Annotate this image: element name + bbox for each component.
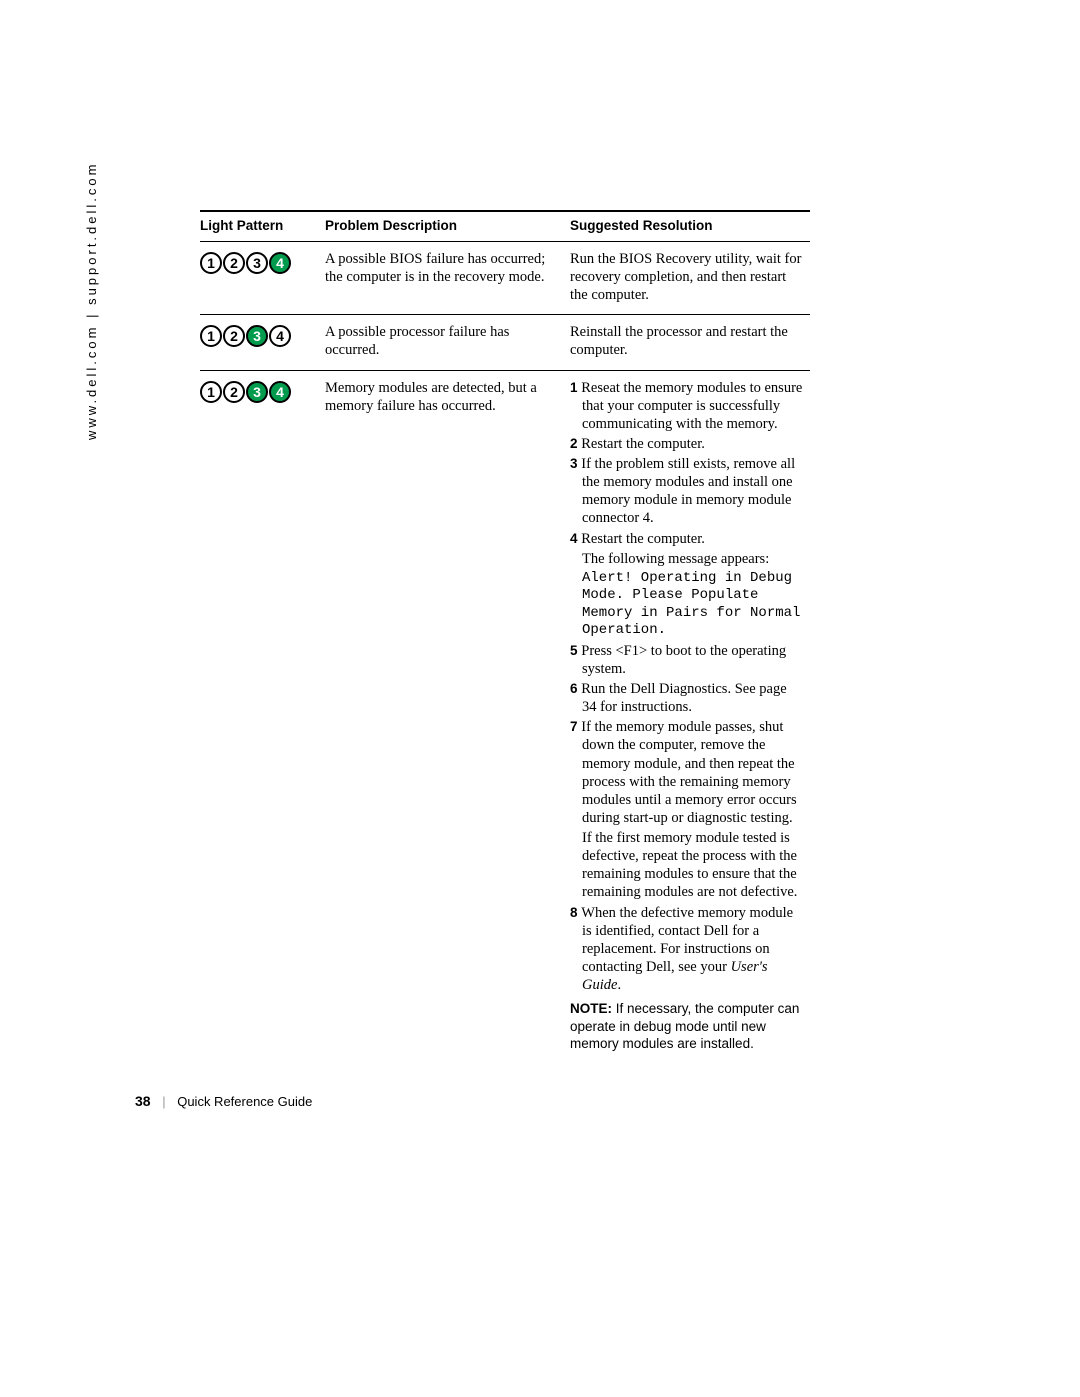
- alert-message-text: Alert! Operating in Debug Mode. Please P…: [570, 570, 804, 640]
- problem-description-cell: A possible BIOS failure has occurred; th…: [325, 241, 570, 314]
- diagnostic-light-icon: 3: [246, 325, 268, 347]
- resolution-step: 1 Reseat the memory modules to ensure th…: [570, 379, 804, 433]
- header-problem-description: Problem Description: [325, 211, 570, 241]
- problem-description-cell: A possible processor failure has occurre…: [325, 315, 570, 370]
- diagnostic-light-icon: 1: [200, 252, 222, 274]
- diagnostic-light-icon: 3: [246, 252, 268, 274]
- diagnostic-light-icon: 2: [223, 381, 245, 403]
- table-row: 1234 Memory modules are detected, but a …: [200, 370, 810, 1063]
- page-content: Light Pattern Problem Description Sugges…: [200, 210, 810, 1063]
- table-row: 1234 A possible processor failure has oc…: [200, 315, 810, 370]
- footer-separator-icon: |: [162, 1094, 165, 1109]
- side-url-text: www.dell.com | support.dell.com: [84, 162, 99, 440]
- table-header-row: Light Pattern Problem Description Sugges…: [200, 211, 810, 241]
- resolution-step: 7 If the memory module passes, shut down…: [570, 718, 804, 827]
- suggested-resolution-cell: Run the BIOS Recovery utility, wait for …: [570, 241, 810, 314]
- diagnostic-light-icon: 3: [246, 381, 268, 403]
- light-pattern-icon: 1234: [200, 250, 319, 274]
- note-text: NOTE: If necessary, the computer can ope…: [570, 1000, 804, 1053]
- light-pattern-icon: 1234: [200, 379, 319, 403]
- resolution-step: 6 Run the Dell Diagnostics. See page 34 …: [570, 680, 804, 716]
- diagnostic-light-icon: 4: [269, 381, 291, 403]
- resolution-step: 2 Restart the computer.: [570, 435, 804, 453]
- table-row: 1234 A possible BIOS failure has occurre…: [200, 241, 810, 314]
- diagnostic-light-icon: 4: [269, 325, 291, 347]
- light-pattern-icon: 1234: [200, 323, 319, 347]
- diagnostic-light-icon: 2: [223, 252, 245, 274]
- page-number: 38: [135, 1093, 151, 1109]
- diagnostic-light-icon: 1: [200, 381, 222, 403]
- light-pattern-cell: 1234: [200, 241, 325, 314]
- light-pattern-cell: 1234: [200, 315, 325, 370]
- resolution-step: 3 If the problem still exists, remove al…: [570, 455, 804, 528]
- light-pattern-cell: 1234: [200, 370, 325, 1063]
- resolution-step-subtext: The following message appears:: [570, 550, 804, 568]
- diagnostic-light-icon: 4: [269, 252, 291, 274]
- resolution-step-subtext: If the first memory module tested is def…: [570, 829, 804, 902]
- diagnostic-light-icon: 1: [200, 325, 222, 347]
- header-light-pattern: Light Pattern: [200, 211, 325, 241]
- suggested-resolution-cell: 1 Reseat the memory modules to ensure th…: [570, 370, 810, 1063]
- footer-title: Quick Reference Guide: [177, 1094, 312, 1109]
- diagnostic-lights-table: Light Pattern Problem Description Sugges…: [200, 210, 810, 1063]
- resolution-step: 5 Press <F1> to boot to the operating sy…: [570, 642, 804, 678]
- header-suggested-resolution: Suggested Resolution: [570, 211, 810, 241]
- resolution-step: 8 When the defective memory module is id…: [570, 904, 804, 995]
- diagnostic-light-icon: 2: [223, 325, 245, 347]
- resolution-step: 4 Restart the computer.: [570, 530, 804, 548]
- page-footer: 38 | Quick Reference Guide: [135, 1093, 312, 1109]
- suggested-resolution-cell: Reinstall the processor and restart the …: [570, 315, 810, 370]
- problem-description-cell: Memory modules are detected, but a memor…: [325, 370, 570, 1063]
